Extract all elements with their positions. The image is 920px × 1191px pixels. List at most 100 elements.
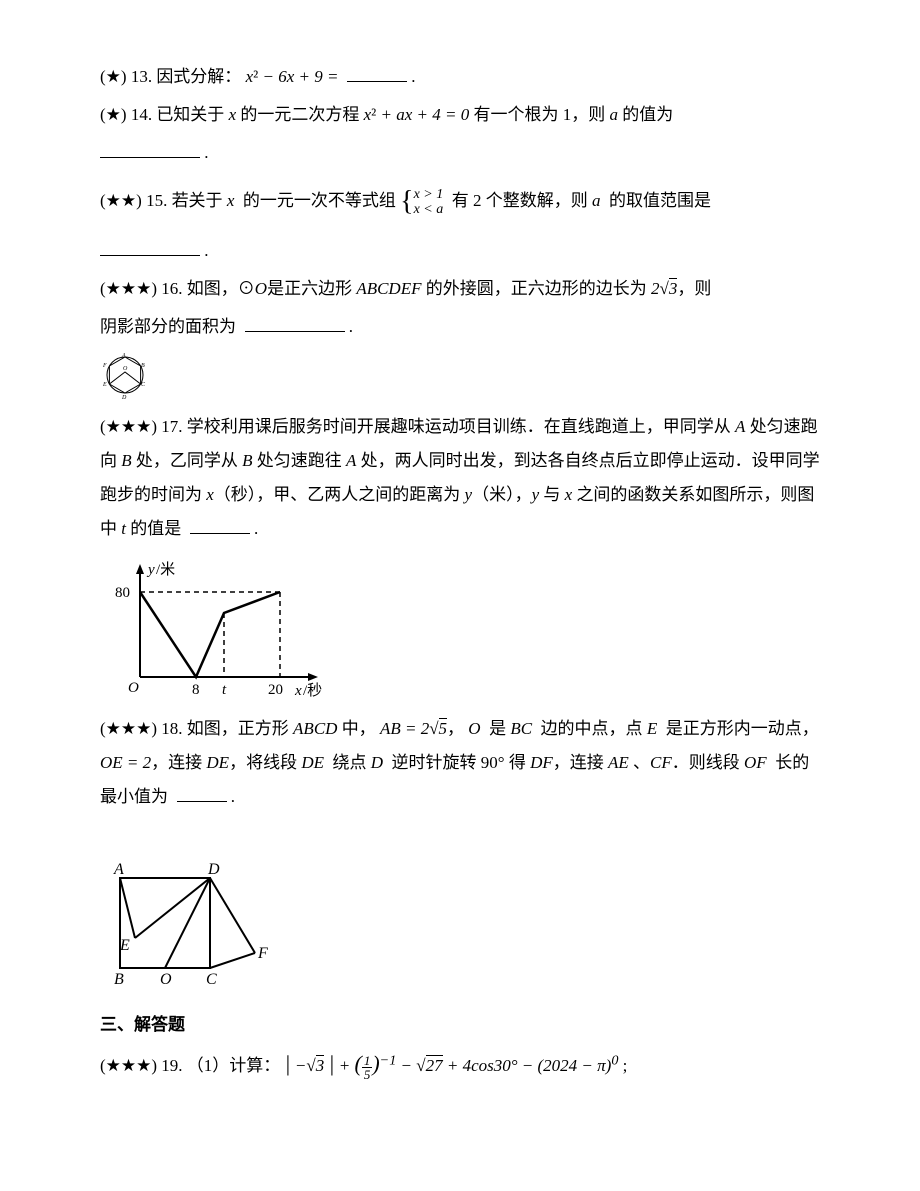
var-d: D bbox=[371, 753, 383, 772]
svg-text:F: F bbox=[257, 945, 268, 962]
svg-text:O: O bbox=[160, 971, 172, 988]
question-17: (★★★) 17. 学校利用课后服务时间开展趣味运动项目训练．在直线跑道上，甲同… bbox=[100, 410, 820, 546]
svg-text:O: O bbox=[123, 366, 128, 372]
text: 有 2 个整数解，则 bbox=[452, 191, 588, 210]
difficulty-stars: (★) bbox=[100, 67, 127, 86]
var-e: E bbox=[647, 719, 657, 738]
svg-text:8: 8 bbox=[192, 682, 200, 698]
answer-blank[interactable] bbox=[245, 314, 345, 332]
svg-text:E: E bbox=[119, 937, 130, 954]
svg-text:C: C bbox=[206, 971, 217, 988]
text: 有一个根为 1，则 bbox=[474, 105, 606, 124]
question-number: 18. bbox=[161, 719, 182, 738]
question-18: (★★★) 18. 如图，正方形 ABCD 中， AB = 2√5， O 是 B… bbox=[100, 712, 820, 814]
square-label: ABCD bbox=[293, 719, 337, 738]
svg-text:E: E bbox=[102, 382, 107, 388]
answer-blank[interactable] bbox=[100, 140, 200, 158]
text: 因式分解： bbox=[156, 67, 241, 86]
answer-blank[interactable] bbox=[190, 516, 250, 534]
text: 中， bbox=[342, 719, 376, 738]
ae: AE bbox=[608, 753, 629, 772]
period: . bbox=[254, 519, 258, 538]
question-16: (★★★) 16. 如图，⊙O是正六边形 ABCDEF 的外接圆，正六边形的边长… bbox=[100, 272, 820, 306]
semicolon: ; bbox=[623, 1056, 628, 1075]
brace-system: { x > 1 x < a bbox=[400, 174, 443, 230]
question-14-blank-line: . bbox=[100, 136, 820, 170]
svg-text:y: y bbox=[146, 562, 155, 578]
text: ．则线段 bbox=[672, 753, 740, 772]
period: . bbox=[231, 787, 235, 806]
value: 2√3 bbox=[651, 278, 677, 298]
section-heading: 三、解答题 bbox=[100, 1008, 820, 1042]
of: OF bbox=[744, 753, 767, 772]
svg-text:B: B bbox=[141, 363, 145, 369]
question-number: 17. bbox=[161, 417, 182, 436]
text: ，将线段 bbox=[229, 753, 297, 772]
hexagon-figure: A B C D E F O bbox=[100, 350, 150, 400]
expression: | −√3 | + (15)−1 − √27 + 4cos30° − (2024… bbox=[285, 1056, 623, 1075]
df: DF bbox=[530, 753, 553, 772]
expression: x² − 6x + 9 = bbox=[246, 67, 339, 86]
difficulty-stars: (★★) bbox=[100, 191, 142, 210]
hexagon-label: ABCDEF bbox=[356, 279, 421, 298]
var-a: a bbox=[592, 191, 601, 210]
de: DE bbox=[206, 753, 229, 772]
svg-text:F: F bbox=[102, 363, 107, 369]
period: . bbox=[204, 143, 208, 162]
question-number: 15. bbox=[146, 191, 167, 210]
text: 是 bbox=[489, 719, 506, 738]
svg-text:/米: /米 bbox=[156, 561, 175, 578]
question-14: (★) 14. 已知关于 x 的一元二次方程 x² + ax + 4 = 0 有… bbox=[100, 98, 820, 132]
square-figure: A D B C O E F bbox=[100, 858, 280, 998]
text: 如图，正方形 bbox=[187, 719, 289, 738]
svg-text:20: 20 bbox=[268, 682, 283, 698]
svg-text:x: x bbox=[294, 683, 302, 699]
question-16-line2: 阴影部分的面积为 . bbox=[100, 310, 820, 344]
text: 是正方形内一动点， bbox=[666, 719, 819, 738]
question-15: (★★) 15. 若关于 x 的一元一次不等式组 { x > 1 x < a 有… bbox=[100, 174, 820, 230]
difficulty-stars: (★★★) bbox=[100, 1056, 157, 1075]
svg-text:/秒: /秒 bbox=[303, 682, 322, 699]
svg-text:D: D bbox=[207, 861, 220, 878]
text: 是正六边形 bbox=[267, 279, 352, 298]
question-number: 13. bbox=[131, 67, 152, 86]
cf: CF bbox=[650, 753, 672, 772]
text: 的值为 bbox=[622, 105, 673, 124]
text: 边的中点，点 bbox=[541, 719, 643, 738]
bc: BC bbox=[510, 719, 532, 738]
text: ，连接 bbox=[553, 753, 604, 772]
question-13: (★) 13. 因式分解： x² − 6x + 9 = . bbox=[100, 60, 820, 94]
text: ，连接 bbox=[151, 753, 202, 772]
var-a: a bbox=[610, 105, 619, 124]
text: 如图，⊙ bbox=[187, 279, 255, 298]
period: . bbox=[204, 241, 208, 260]
part-label: （1）计算： bbox=[187, 1056, 281, 1075]
text: 、 bbox=[633, 753, 650, 772]
svg-text:t: t bbox=[222, 682, 227, 698]
svg-text:O: O bbox=[128, 680, 139, 696]
difficulty-stars: (★★★) bbox=[100, 417, 157, 436]
text: 的外接圆，正六边形的边长为 bbox=[426, 279, 647, 298]
period: . bbox=[349, 317, 353, 336]
question-19: (★★★) 19. （1）计算： | −√3 | + (15)−1 − √27 … bbox=[100, 1042, 820, 1086]
text: ， bbox=[447, 719, 464, 738]
difficulty-stars: (★★★) bbox=[100, 719, 157, 738]
text: 逆时针旋转 90° 得 bbox=[392, 753, 526, 772]
text: 阴影部分的面积为 bbox=[100, 317, 236, 336]
svg-text:A: A bbox=[121, 353, 126, 359]
text: 的一元一次不等式组 bbox=[243, 191, 396, 210]
text: ，则 bbox=[677, 279, 711, 298]
distance-time-chart: y /米 x /秒 80 8 t 20 O bbox=[100, 552, 330, 702]
var-x: x bbox=[229, 105, 237, 124]
answer-blank[interactable] bbox=[347, 64, 407, 82]
question-number: 14. bbox=[131, 105, 152, 124]
period: . bbox=[411, 67, 415, 86]
text: 的一元二次方程 bbox=[240, 105, 359, 124]
answer-blank[interactable] bbox=[100, 238, 200, 256]
text: 的取值范围是 bbox=[609, 191, 711, 210]
answer-blank[interactable] bbox=[177, 784, 227, 802]
oe-value: OE = 2 bbox=[100, 753, 151, 772]
var-o: O bbox=[255, 279, 267, 298]
question-number: 19. bbox=[161, 1056, 182, 1075]
question-number: 16. bbox=[161, 279, 182, 298]
